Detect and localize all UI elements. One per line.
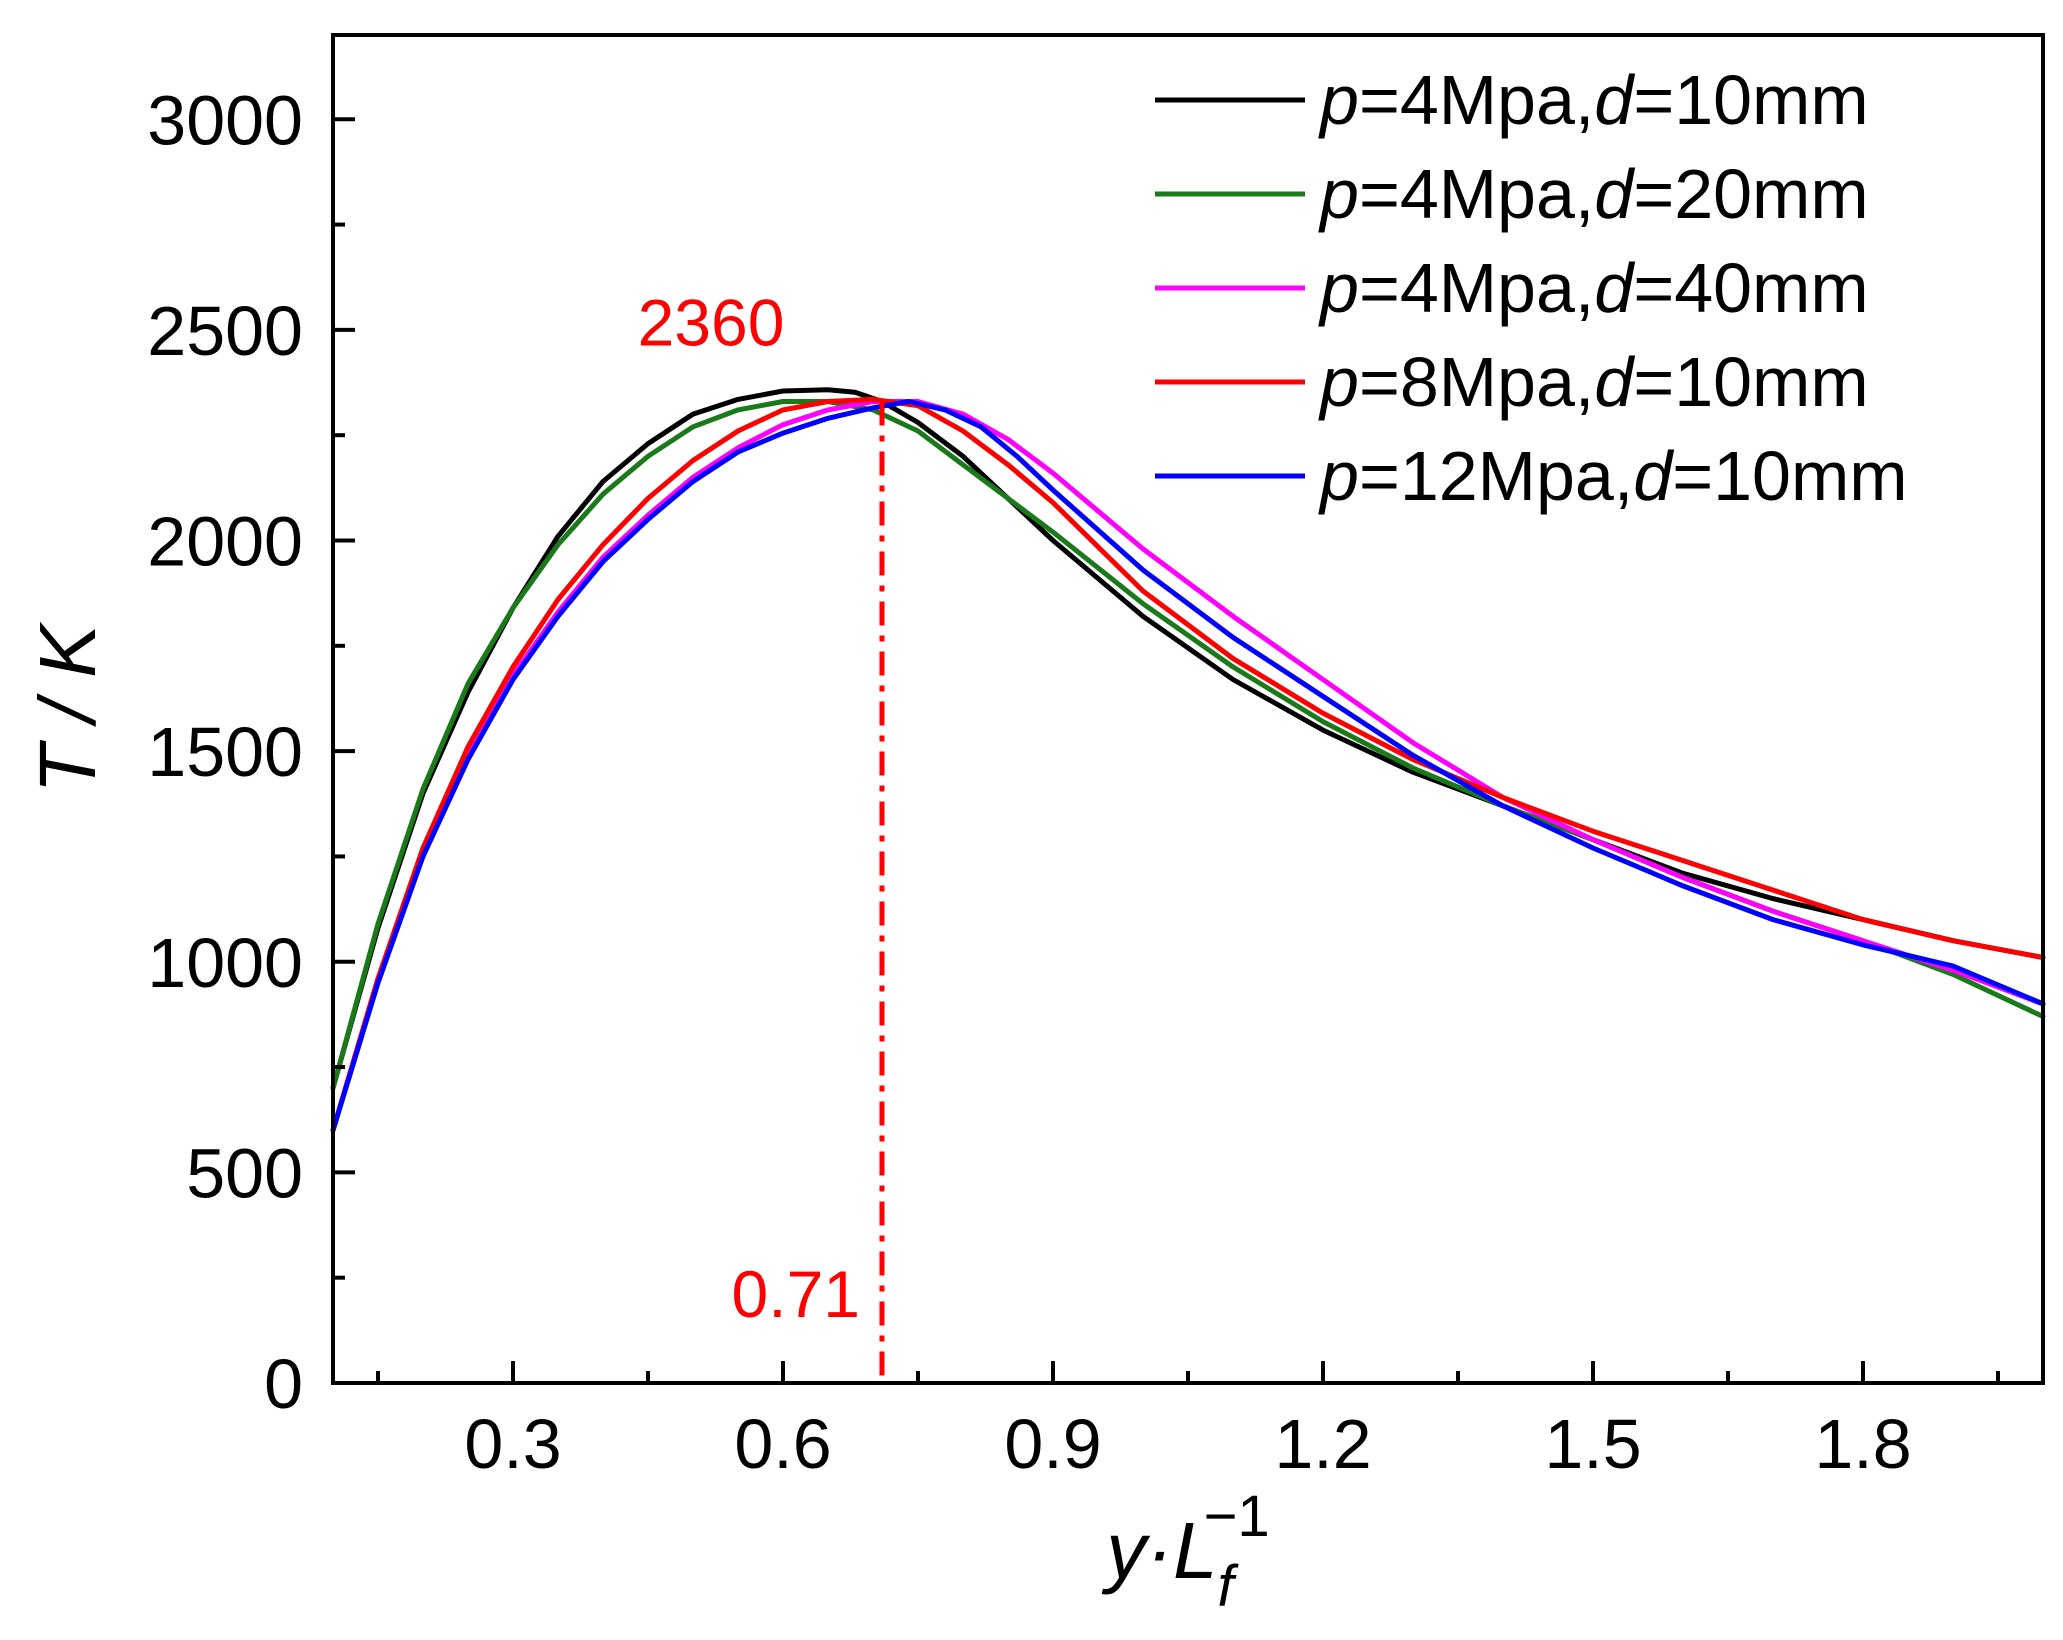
- y-tick-label: 2000: [147, 503, 303, 581]
- axis-ticks-group: [333, 117, 2000, 1385]
- y-tick-label: 0: [264, 1345, 303, 1423]
- x-axis-title-superscript: −1: [1204, 1484, 1270, 1549]
- y-tick-label: 3000: [147, 81, 303, 159]
- legend-label-1: p=4Mpa,d=10mm: [1318, 61, 1869, 139]
- y-tick-label: 1500: [147, 713, 303, 791]
- x-tick-labels: 0.3 0.6 0.9 1.2 1.5 1.8: [464, 1405, 1911, 1483]
- series-line-5: [330, 399, 2046, 1133]
- legend-label-4: p=8Mpa,d=10mm: [1318, 343, 1869, 421]
- x-tick-label: 1.8: [1814, 1405, 1911, 1483]
- legend-label-2: p=4Mpa,d=20mm: [1318, 155, 1869, 233]
- legend-label-3: p=4Mpa,d=40mm: [1318, 249, 1869, 327]
- y-axis-title: T / K: [23, 621, 112, 794]
- y-tick-label: 2500: [147, 292, 303, 370]
- legend: p=4Mpa,d=10mm p=4Mpa,d=20mm p=4Mpa,d=40mm p…: [1155, 61, 1908, 515]
- y-tick-label: 1000: [147, 924, 303, 1002]
- x-axis-title: y·Lf−1: [1101, 1484, 1269, 1619]
- x-tick-label: 1.5: [1544, 1405, 1641, 1483]
- x-tick-label: 0.3: [464, 1405, 561, 1483]
- x-axis-title-main: y·L: [1101, 1506, 1217, 1595]
- series-group: [330, 387, 2046, 1133]
- y-tick-label: 500: [186, 1134, 303, 1212]
- peak-x-annotation: 0.71: [732, 1257, 860, 1331]
- y-tick-labels: 0 500 1000 1500 2000 2500 3000: [147, 81, 303, 1423]
- plot-area-frame: [331, 33, 2045, 1385]
- x-axis-title-subscript: f: [1217, 1554, 1239, 1619]
- x-tick-label: 0.9: [1004, 1405, 1101, 1483]
- x-tick-label: 1.2: [1274, 1405, 1371, 1483]
- legend-label-5: p=12Mpa,d=10mm: [1318, 437, 1908, 515]
- series-line-4: [330, 396, 2046, 1133]
- x-tick-label: 0.6: [734, 1405, 831, 1483]
- peak-value-annotation: 2360: [638, 286, 785, 360]
